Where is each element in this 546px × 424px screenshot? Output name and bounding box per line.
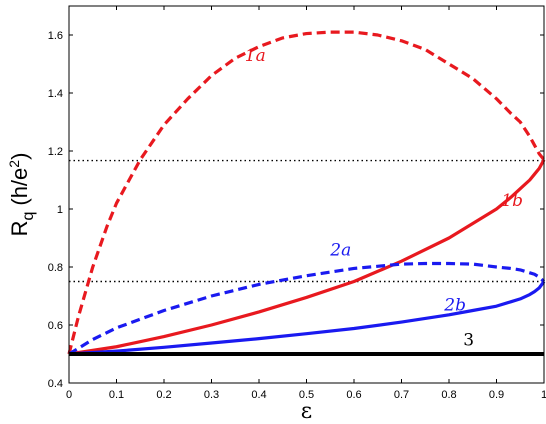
x-tick-label: 0.7 — [394, 389, 409, 401]
y-tick-label: 0.4 — [48, 378, 63, 390]
x-tick-label: 0.6 — [346, 389, 361, 401]
curve-label-3: 3 — [463, 330, 474, 350]
reference-lines — [69, 159, 544, 283]
series-1a-line — [67, 30, 546, 355]
y-tick-label: 0.8 — [48, 262, 63, 274]
curve-label-1a: 1a — [245, 46, 266, 66]
x-tick-label: 0.4 — [251, 389, 266, 401]
x-tick-label: 0.2 — [156, 389, 171, 401]
curve-label-1b: 1b — [501, 191, 523, 211]
y-axis-title-superscript: 2 — [6, 160, 22, 168]
y-axis-title-unit: (h/e — [7, 168, 32, 206]
series-2a-line — [68, 261, 546, 356]
curve-label-2b: 2b — [443, 296, 466, 316]
series-2b-line — [68, 280, 546, 356]
y-tick-label: 1.2 — [48, 146, 63, 158]
x-tick-label: 0.1 — [109, 389, 124, 401]
x-tick-label: 0.3 — [204, 389, 219, 401]
series-1b-line — [68, 158, 546, 356]
series-lines — [67, 30, 546, 356]
y-tick-label: 0.6 — [48, 320, 63, 332]
curve-labels: 1a 1b 2a 2b 3 — [245, 46, 523, 350]
x-axis-ticks: 0 0.1 0.2 0.3 0.4 0.5 0.6 0.7 0.8 0.9 1 — [66, 6, 546, 401]
y-axis-ticks: 0.4 0.6 0.8 1 1.2 1.4 1.6 — [48, 30, 544, 390]
curve-label-2a: 2a — [329, 240, 351, 260]
x-tick-label: 0.9 — [489, 389, 504, 401]
y-axis-title-subscript: q — [20, 212, 37, 221]
y-tick-label: 1 — [57, 204, 63, 216]
x-tick-label: 0.5 — [299, 389, 314, 401]
plot-frame — [68, 5, 545, 384]
y-tick-label: 1.6 — [48, 30, 63, 42]
y-axis-title-unit-close: ) — [7, 153, 32, 160]
y-axis-title: Rq (h/e2) — [6, 153, 37, 237]
x-tick-label: 1 — [541, 389, 546, 401]
x-tick-label: 0 — [66, 389, 72, 401]
x-tick-label: 0.8 — [441, 389, 456, 401]
x-axis-title: ε — [301, 399, 312, 424]
y-axis-title-main: R — [7, 221, 32, 237]
y-tick-label: 1.4 — [48, 88, 63, 100]
